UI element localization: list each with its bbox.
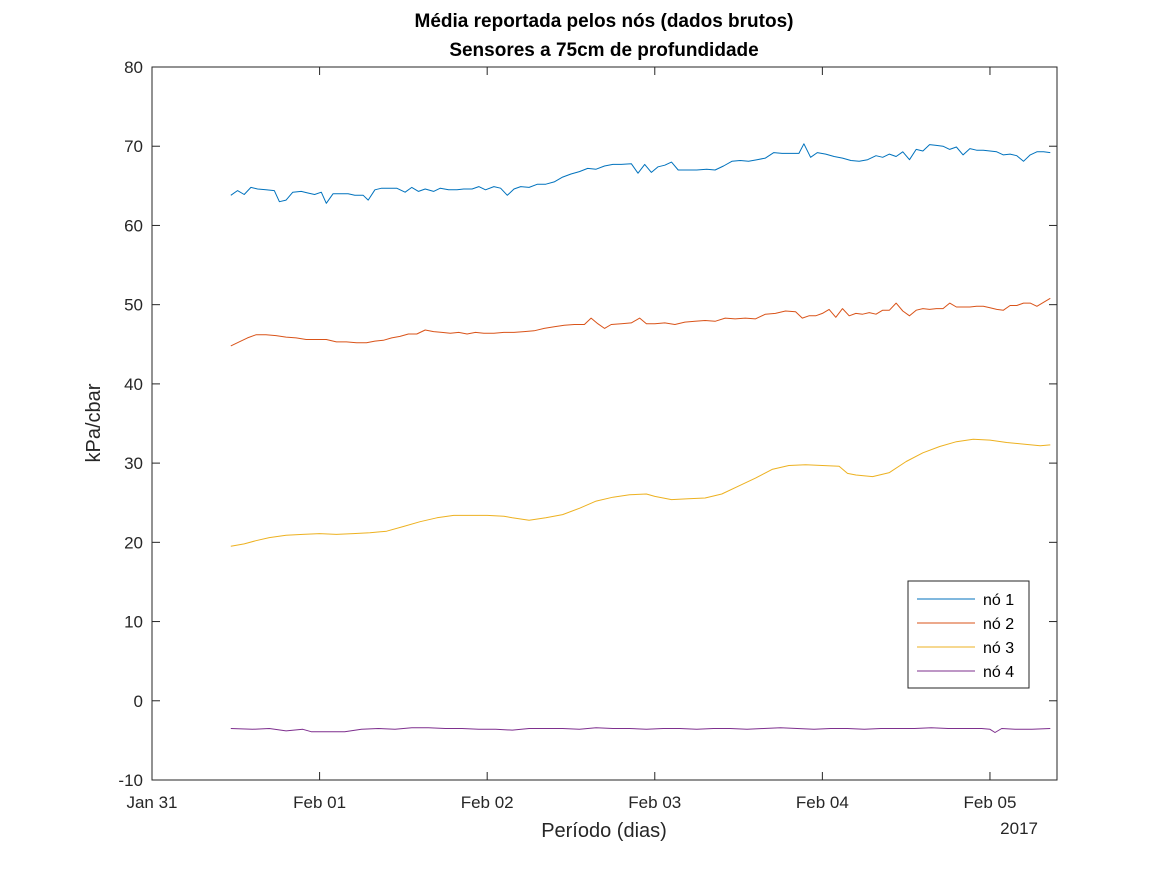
x-axis-year-label: 2017 [1000, 819, 1038, 838]
legend-label-no-1: nó 1 [983, 592, 1014, 609]
series-line-no-3 [230, 438, 1051, 547]
axes-box [151, 66, 1058, 781]
x-tick-label: Feb 03 [628, 793, 681, 812]
legend-label-no-2: nó 2 [983, 616, 1014, 633]
legend-label-no-3: nó 3 [983, 640, 1014, 657]
x-tick-label: Feb 02 [461, 793, 514, 812]
ticks-layer: -10 0 10 20 30 40 50 60 70 80 Jan 31 Feb 01 Feb 02 Fe… [118, 58, 1057, 812]
legend-items: nó 1 nó 2 nó 3 nó 4 [917, 592, 1014, 681]
y-tick-label: 70 [124, 137, 143, 156]
legend: nó 1 nó 2 nó 3 nó 4 [907, 580, 1030, 689]
y-tick-label: 60 [124, 216, 143, 235]
x-tick-label: Feb 05 [963, 793, 1016, 812]
y-tick-label: 20 [124, 533, 143, 552]
plot-area [152, 67, 1057, 780]
y-tick-label: -10 [118, 771, 143, 790]
x-tick-label: Feb 04 [796, 793, 849, 812]
y-tick-label: 50 [124, 296, 143, 315]
chart-title-line-2: Sensores a 75cm de profundidade [449, 40, 758, 61]
x-tick-label: Feb 01 [293, 793, 346, 812]
y-tick-label: 10 [124, 613, 143, 632]
series-line-no-1 [230, 143, 1051, 204]
y-tick-label: 80 [124, 58, 143, 77]
series-line-no-2 [230, 297, 1051, 347]
x-axis-label: Período (dias) [541, 820, 667, 842]
series-line-no-4 [230, 727, 1051, 733]
y-tick-label: 30 [124, 454, 143, 473]
y-tick-label: 0 [134, 692, 143, 711]
x-tick-label: Jan 31 [126, 793, 177, 812]
legend-label-no-4: nó 4 [983, 664, 1014, 681]
chart-title-line-1: Média reportada pelos nós (dados brutos) [415, 11, 794, 32]
y-tick-label: 40 [124, 375, 143, 394]
y-axis-label: kPa/cbar [83, 383, 105, 462]
series-layer [230, 143, 1051, 733]
